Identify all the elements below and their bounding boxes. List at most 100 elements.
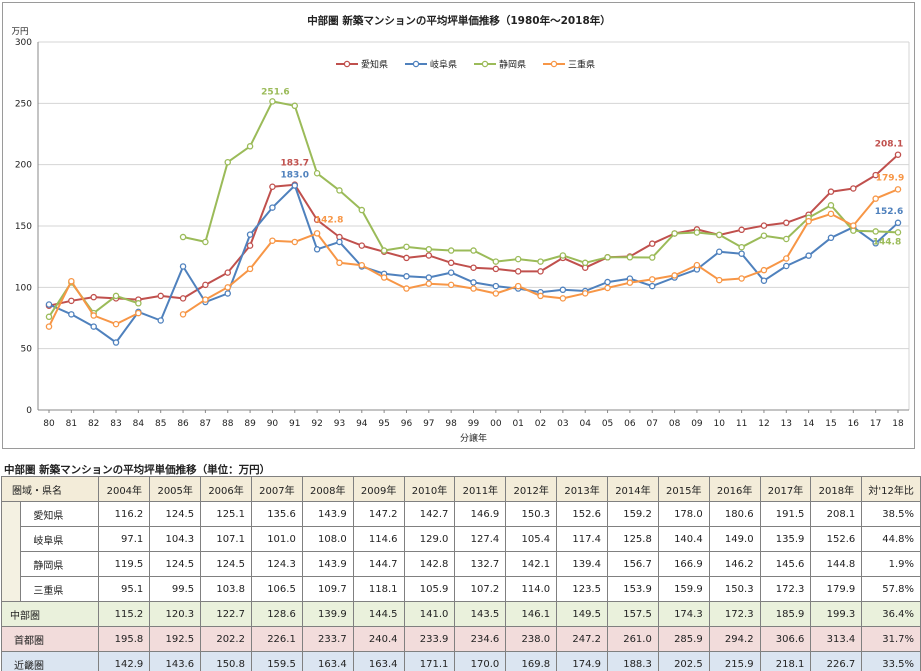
data-point — [872, 240, 879, 247]
data-point — [648, 254, 656, 261]
table-cell: 128.6 — [250, 601, 303, 627]
data-point — [716, 248, 723, 256]
x-tick-label: 17 — [870, 419, 881, 429]
data-point — [68, 311, 75, 318]
table-cell: 199.3 — [810, 601, 863, 627]
x-tick-label: 08 — [669, 419, 681, 429]
table-column-header: 2007年 — [250, 476, 303, 502]
data-point — [894, 186, 902, 193]
data-point — [447, 269, 455, 276]
table-column-header: 2010年 — [403, 476, 456, 502]
x-tick-label: 82 — [88, 419, 99, 429]
table-cell: 147.2 — [352, 501, 405, 527]
table-cell: 157.5 — [606, 601, 659, 627]
table-row: 三重県 95.1 99.5 103.8 106.5 109.7 118.1 105.9 107.… — [2, 576, 921, 602]
x-tick-label: 13 — [781, 419, 792, 429]
x-tick-label: 96 — [401, 419, 413, 429]
table-row: 愛知県 116.2 124.5 125.1 135.6 143.9 147.2 142.7 14… — [0, 501, 921, 602]
data-point — [559, 252, 567, 259]
data-point — [537, 268, 544, 275]
data-point — [224, 158, 231, 166]
table-cell: 238.0 — [505, 626, 558, 652]
table-cell: 166.9 — [657, 551, 710, 577]
table-cell: 313.4 — [810, 626, 863, 652]
data-point — [626, 254, 634, 261]
table-row-label: 首都圏 — [0, 626, 100, 652]
table-cell: 57.8% — [861, 576, 921, 602]
x-tick-label: 93 — [334, 419, 345, 429]
data-point — [760, 232, 768, 239]
table-cell: 146.2 — [708, 551, 761, 577]
table-cell: 150.8 — [200, 651, 252, 671]
table-cell: 129.0 — [403, 526, 456, 552]
table-cell: 108.0 — [301, 526, 354, 552]
table-cell: 202.2 — [200, 626, 252, 652]
table-cell: 124.5 — [149, 501, 202, 527]
data-point — [492, 290, 500, 297]
data-point — [559, 295, 567, 302]
x-tick-label: 02 — [535, 419, 546, 429]
data-label: 208.1 — [875, 140, 903, 150]
data-point — [894, 151, 902, 158]
data-point — [738, 250, 745, 257]
x-tick-label: 87 — [200, 419, 211, 429]
table-cell: 140.4 — [657, 526, 710, 552]
data-point — [626, 279, 634, 286]
table-cell: 141.0 — [403, 601, 456, 627]
table-row-label: 静岡県 — [20, 551, 100, 577]
table-column-header: 2014年 — [606, 476, 659, 502]
table-cell: 169.8 — [505, 651, 558, 671]
data-point — [738, 275, 745, 282]
table-cell: 145.6 — [759, 551, 812, 577]
data-point — [224, 284, 231, 291]
data-point — [246, 143, 254, 150]
data-point — [68, 297, 75, 305]
y-tick-label: 100 — [15, 283, 32, 293]
data-point — [894, 229, 902, 236]
data-point — [112, 292, 120, 300]
data-point — [671, 230, 678, 237]
table-cell: 119.5 — [98, 551, 151, 577]
table-indent-spacer — [0, 501, 22, 602]
table-cell: 125.1 — [200, 501, 252, 527]
table-column-header: 2013年 — [556, 476, 608, 502]
x-tick-label: 03 — [557, 419, 568, 429]
series-line — [48, 184, 899, 344]
data-point — [470, 279, 477, 286]
data-point — [716, 276, 723, 284]
x-tick-label: 06 — [624, 419, 636, 429]
table-cell: 226.1 — [250, 626, 303, 652]
x-tick-label: 07 — [647, 419, 658, 429]
y-axis-unit-label: 万円 — [11, 27, 28, 37]
x-tick-label: 12 — [758, 419, 769, 429]
x-tick-label: 83 — [110, 419, 121, 429]
data-point — [336, 187, 343, 194]
table-cell: 153.9 — [606, 576, 659, 602]
data-point — [894, 219, 902, 227]
data-point — [135, 300, 142, 307]
table-cell: 159.2 — [606, 501, 659, 527]
x-tick-label: 98 — [445, 419, 457, 429]
table-cell: 171.1 — [403, 651, 456, 671]
table-cell: 180.6 — [708, 501, 761, 527]
table-cell: 215.9 — [708, 651, 761, 671]
x-axis-label: 分譲年 — [460, 432, 487, 444]
table-cell: 142.9 — [98, 651, 151, 671]
data-point — [112, 339, 120, 346]
y-tick-label: 200 — [15, 161, 32, 171]
data-point — [850, 222, 857, 229]
x-tick-label: 16 — [848, 419, 860, 429]
data-point — [135, 309, 142, 317]
table-cell: 172.3 — [708, 601, 761, 627]
series-line — [182, 100, 899, 264]
data-point — [90, 293, 97, 301]
legend-label: 岐阜県 — [430, 59, 457, 71]
table-cell: 159.5 — [250, 651, 303, 671]
data-point — [693, 229, 701, 236]
table-cell: 114.6 — [352, 526, 405, 552]
table-cell: 144.7 — [352, 551, 405, 577]
table-cell: 105.9 — [403, 576, 456, 602]
data-point — [403, 254, 410, 262]
data-point — [246, 265, 254, 273]
table-cell: 127.4 — [454, 526, 507, 552]
